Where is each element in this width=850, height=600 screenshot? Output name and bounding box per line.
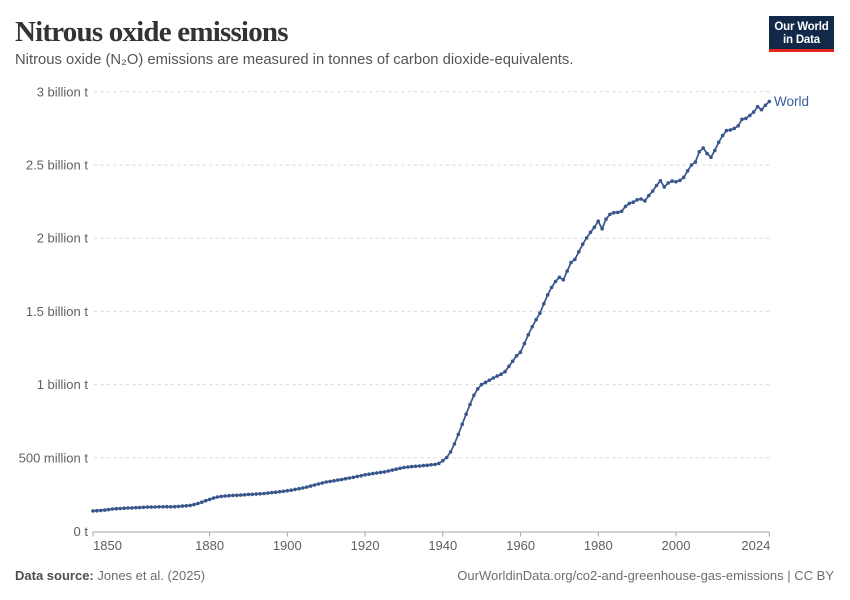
svg-text:2.5 billion t: 2.5 billion t (26, 158, 89, 173)
svg-text:2 billion t: 2 billion t (37, 231, 89, 246)
svg-text:1960: 1960 (506, 538, 535, 553)
svg-text:1.5 billion t: 1.5 billion t (26, 304, 89, 319)
svg-text:1880: 1880 (195, 538, 224, 553)
svg-text:3 billion t: 3 billion t (37, 84, 89, 99)
svg-text:2000: 2000 (662, 538, 691, 553)
svg-text:1850: 1850 (93, 538, 122, 553)
svg-text:1900: 1900 (273, 538, 302, 553)
svg-text:1980: 1980 (584, 538, 613, 553)
svg-text:500 million t: 500 million t (19, 450, 89, 465)
svg-text:1 billion t: 1 billion t (37, 377, 89, 392)
svg-text:World: World (774, 94, 809, 109)
svg-text:0 t: 0 t (74, 524, 89, 539)
svg-text:2024: 2024 (741, 538, 770, 553)
svg-text:1940: 1940 (428, 538, 457, 553)
svg-text:1920: 1920 (351, 538, 380, 553)
